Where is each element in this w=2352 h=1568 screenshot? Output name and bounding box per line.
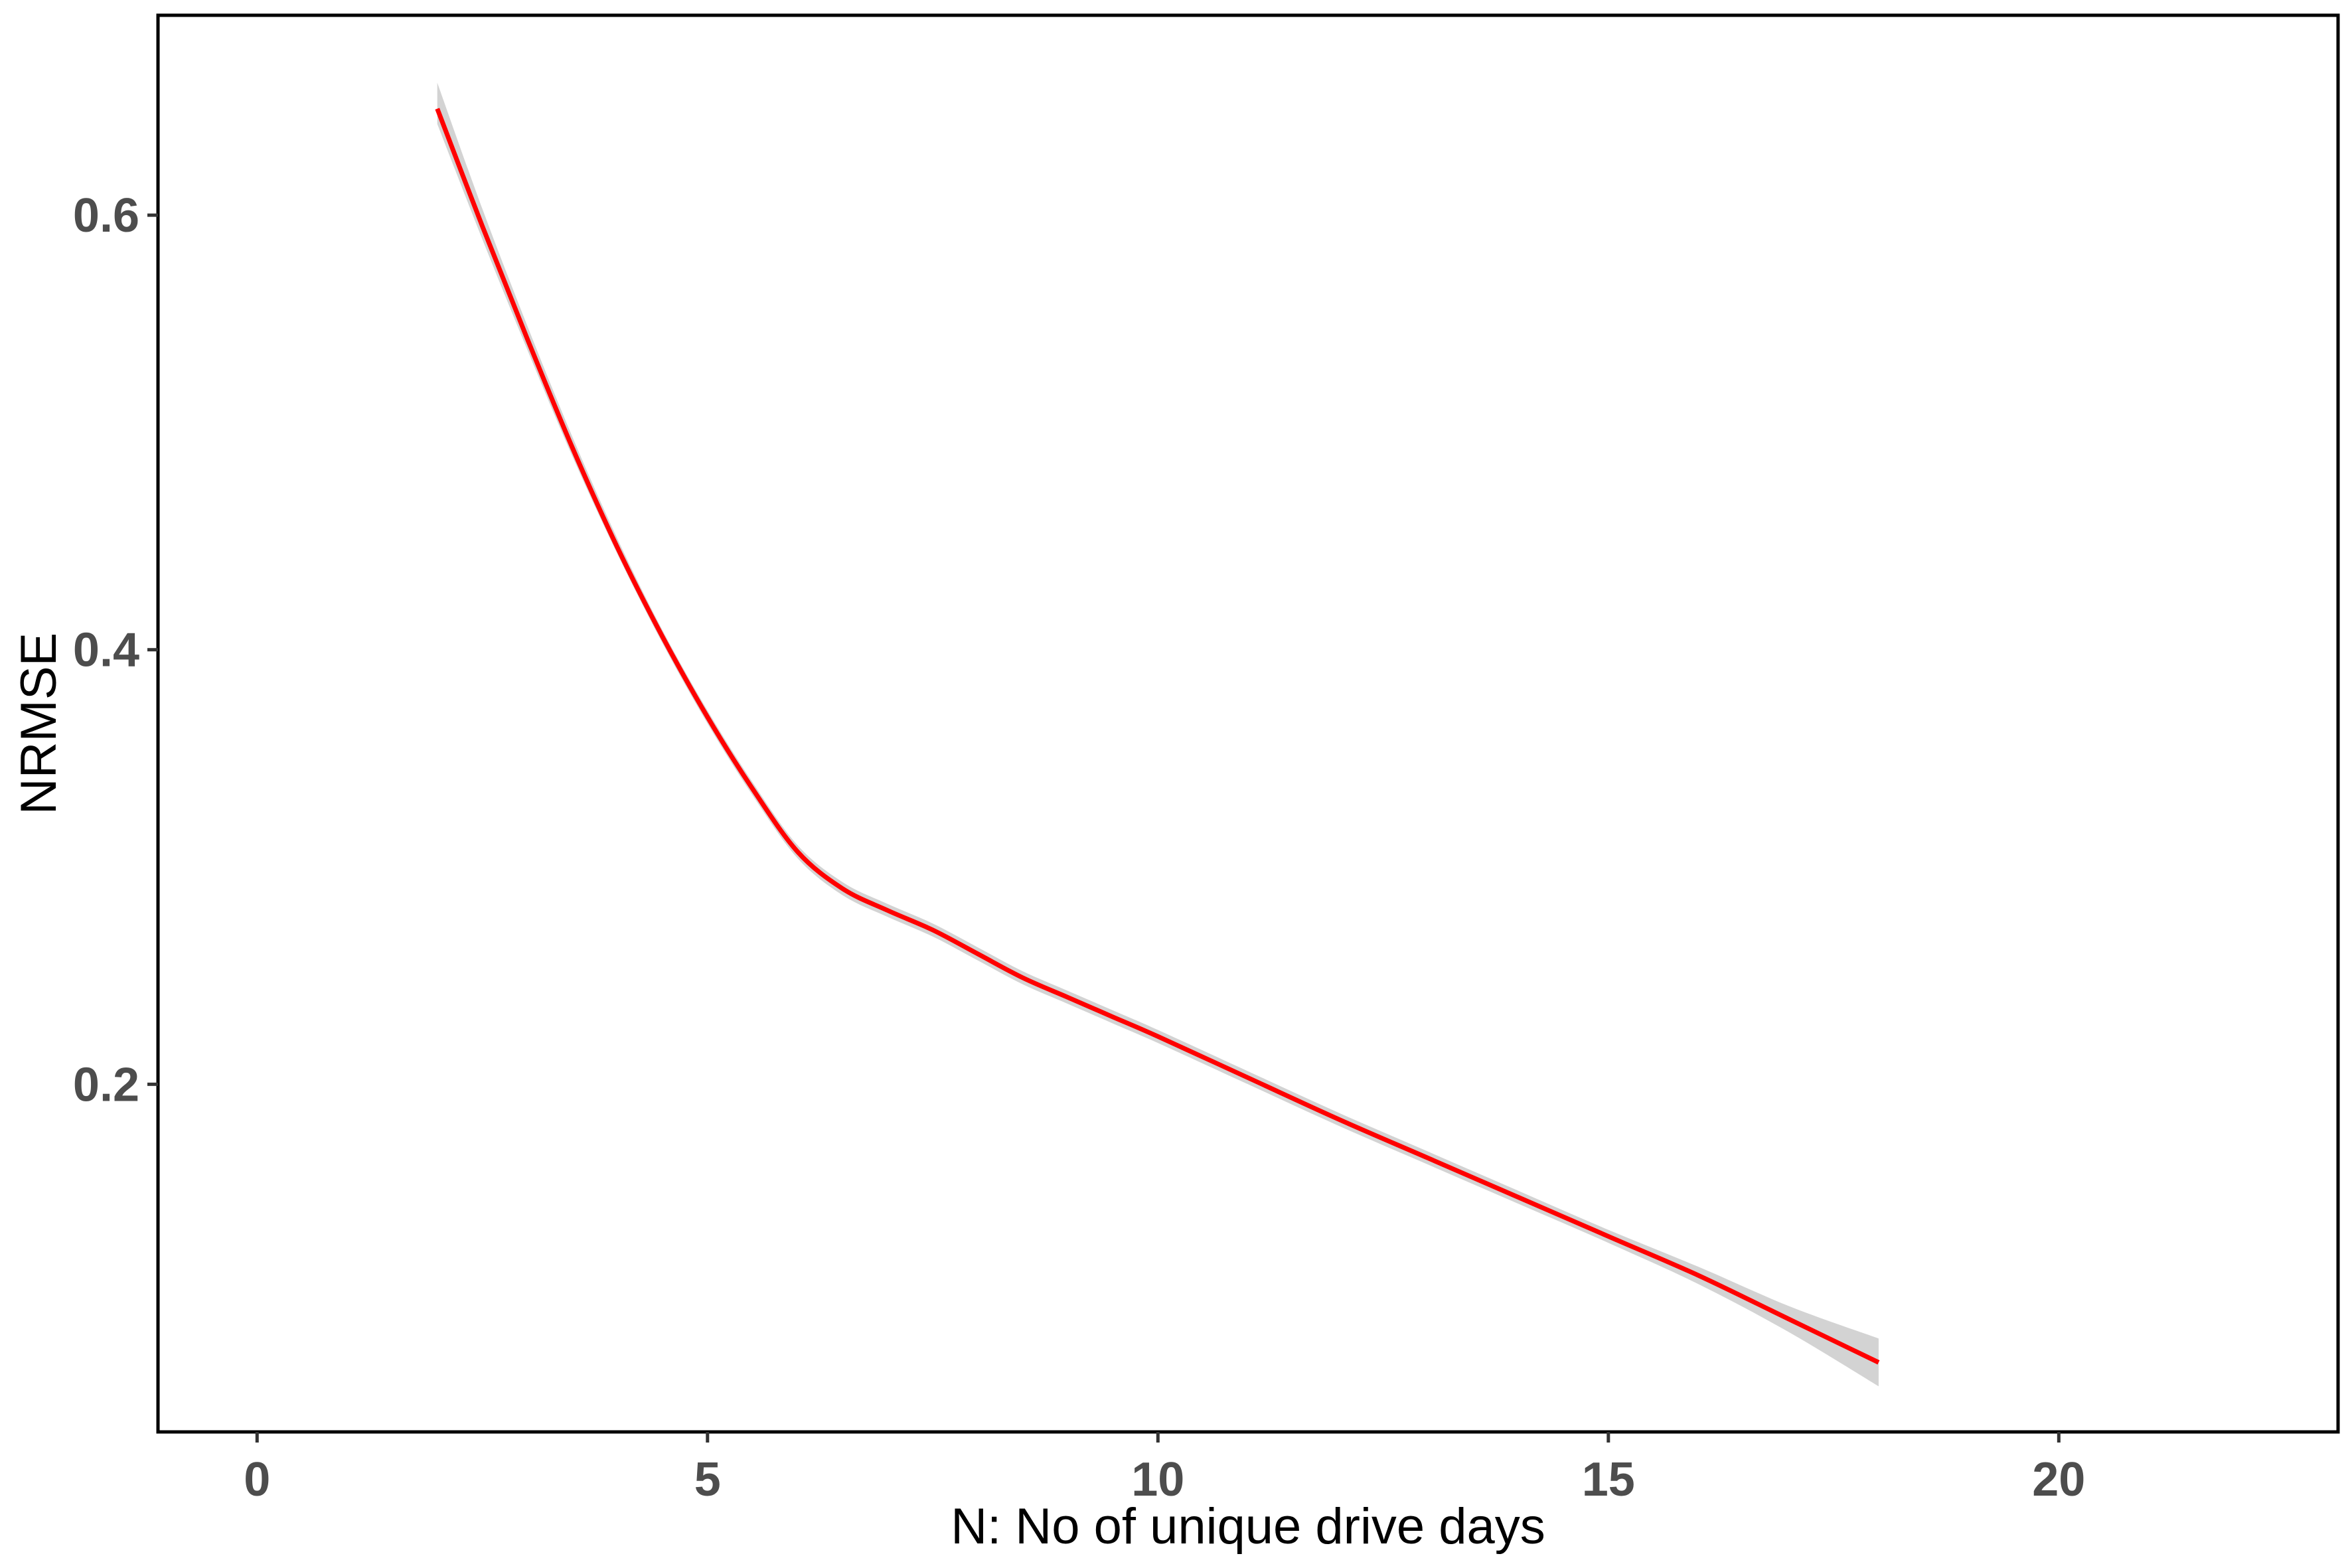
series-line-layer (435, 108, 1880, 1365)
x-tick-label: 0 (244, 1453, 270, 1506)
y-axis-ticks: 0.2 0.4 0.6 (73, 189, 158, 1111)
x-tick-label: 5 (694, 1453, 721, 1506)
y-axis-title: NRMSE (11, 633, 67, 815)
y-tick-label: 0.6 (73, 189, 139, 242)
x-axis-title: N: No of unique drive days (951, 1498, 1545, 1555)
x-tick-label: 10 (1131, 1453, 1184, 1506)
x-axis-ticks: 0 5 10 15 20 (244, 1432, 2085, 1506)
y-tick-label: 0.2 (73, 1058, 139, 1111)
series-line (435, 108, 1880, 1365)
plot-background (158, 15, 2338, 1432)
x-tick-label: 15 (1582, 1453, 1635, 1506)
y-tick-label: 0.4 (73, 624, 139, 677)
x-tick-label: 20 (2032, 1453, 2085, 1506)
plot-border (156, 13, 2340, 1434)
